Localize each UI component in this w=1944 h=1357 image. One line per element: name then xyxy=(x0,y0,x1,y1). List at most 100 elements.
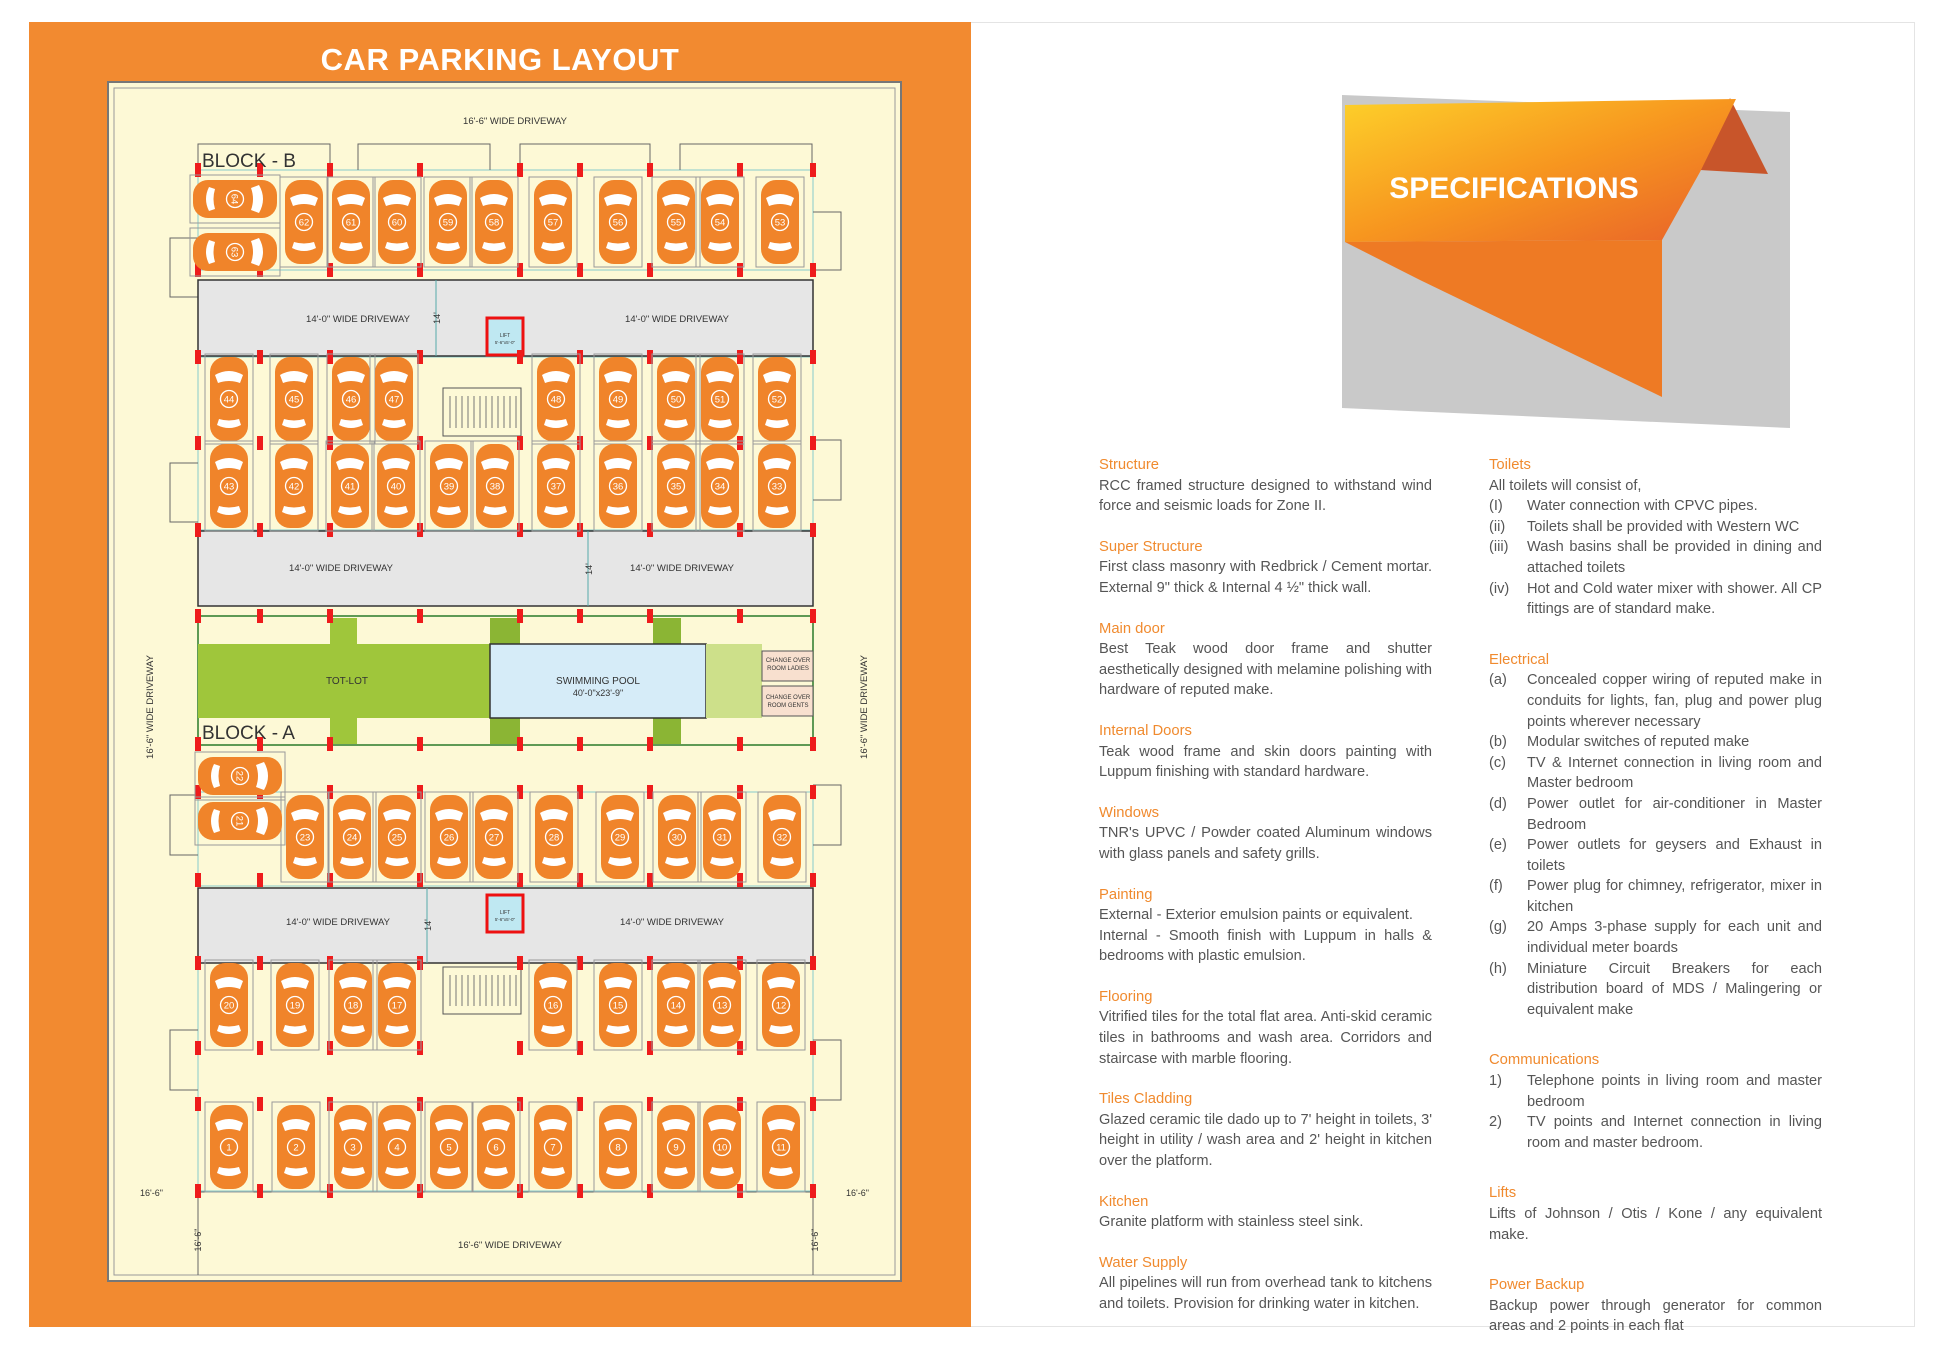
column-marker xyxy=(647,609,653,623)
slot-number: 27 xyxy=(489,833,500,844)
list-text: Telephone points in living room and mast… xyxy=(1527,1073,1822,1110)
slot-number: 14 xyxy=(671,1001,682,1012)
parking-slot-15: 15 xyxy=(593,959,643,1051)
slot-number: 55 xyxy=(671,218,682,229)
column-marker xyxy=(737,350,743,364)
column-marker xyxy=(195,523,201,537)
spec-section: Internal Doors Teak wood frame and skin d… xyxy=(1099,721,1432,783)
slot-number: 13 xyxy=(717,1001,728,1012)
parking-slot-20: 20 xyxy=(204,959,254,1051)
column-marker xyxy=(195,1097,201,1111)
column-marker xyxy=(327,163,333,177)
lift-b: LIFT 5'-6"x5'-0" xyxy=(485,316,525,357)
list-marker: (I) xyxy=(1489,498,1503,515)
parking-slot-25: 25 xyxy=(372,791,422,883)
parking-slot-34: 34 xyxy=(695,440,745,532)
slot-number: 2 xyxy=(293,1143,298,1154)
slot-number: 34 xyxy=(715,482,726,493)
slot-number: 63 xyxy=(229,247,240,258)
slot-number: 4 xyxy=(394,1143,399,1154)
column-marker xyxy=(577,263,583,277)
column-marker xyxy=(517,737,523,751)
column-marker xyxy=(647,523,653,537)
parking-slot-27: 27 xyxy=(469,791,519,883)
column-marker xyxy=(647,163,653,177)
slot-number: 41 xyxy=(345,482,356,493)
list-marker: (f) xyxy=(1489,878,1503,895)
column-marker xyxy=(647,1097,653,1111)
slot-number: 16 xyxy=(548,1001,559,1012)
spec-section: Painting External - Exterior emulsion pai… xyxy=(1099,885,1432,967)
section-body: TNR's UPVC / Powder coated Aluminum wind… xyxy=(1099,825,1432,862)
dimension-label: 14' xyxy=(432,312,442,324)
spec-toilets: Toilets All toilets will consist of, (I)… xyxy=(1489,455,1822,620)
list-item: 2) TV points and Internet connection in l… xyxy=(1489,1112,1822,1153)
plan-title: CAR PARKING LAYOUT xyxy=(320,42,680,77)
column-marker xyxy=(417,1097,423,1111)
slot-number: 15 xyxy=(613,1001,624,1012)
dimension-label: 16'-6" xyxy=(193,1229,203,1252)
top-driveway-label: 16'-6" WIDE DRIVEWAY xyxy=(463,116,568,127)
list-marker: (h) xyxy=(1489,960,1507,977)
parking-slot-64: 64 xyxy=(189,174,281,224)
list-text: 20 Amps 3-phase supply for each unit and… xyxy=(1527,919,1822,957)
slot-number: 24 xyxy=(347,833,358,844)
parking-slot-19: 19 xyxy=(270,959,320,1051)
slot-number: 23 xyxy=(300,833,311,844)
column-marker xyxy=(327,609,333,623)
parking-slot-35: 35 xyxy=(651,440,701,532)
driveway-label: 14'-0" WIDE DRIVEWAY xyxy=(630,563,735,574)
parking-slot-31: 31 xyxy=(697,791,747,883)
section-heading: Tiles Cladding xyxy=(1099,1091,1193,1108)
swimming-pool xyxy=(489,643,707,719)
parking-slot-53: 53 xyxy=(755,176,805,268)
slot-number: 26 xyxy=(444,833,455,844)
column-marker xyxy=(195,1184,201,1198)
column-marker xyxy=(257,1097,263,1111)
specifications-banner: SPECIFICATIONS xyxy=(1342,95,1790,428)
column-marker xyxy=(810,1041,816,1055)
column-marker xyxy=(327,737,333,751)
column-marker xyxy=(647,1041,653,1055)
slot-number: 57 xyxy=(548,218,559,229)
slot-number: 1 xyxy=(226,1143,231,1154)
slot-number: 44 xyxy=(224,395,235,406)
slot-number: 62 xyxy=(299,218,310,229)
column-marker xyxy=(810,1097,816,1111)
parking-slot-21: 21 xyxy=(194,796,286,846)
slot-number: 64 xyxy=(229,194,240,205)
section-heading: Power Backup xyxy=(1489,1277,1585,1294)
slot-number: 59 xyxy=(443,218,454,229)
staircase-icon xyxy=(442,387,522,1015)
slot-number: 39 xyxy=(444,482,455,493)
driveway-label: 14'-0" WIDE DRIVEWAY xyxy=(286,917,391,928)
parking-slot-54: 54 xyxy=(695,176,745,268)
column-marker xyxy=(417,1184,423,1198)
spec-power-backup: Power Backup Backup power through genera… xyxy=(1489,1275,1822,1337)
column-marker xyxy=(810,737,816,751)
parking-slot-28: 28 xyxy=(529,791,579,883)
slot-number: 61 xyxy=(346,218,357,229)
list-text: Toilets shall be provided with Western W… xyxy=(1527,518,1800,535)
column-marker xyxy=(517,263,523,277)
column-marker xyxy=(257,1041,263,1055)
spec-section: Windows TNR's UPVC / Powder coated Alumin… xyxy=(1099,803,1432,865)
column-marker xyxy=(577,609,583,623)
column-marker xyxy=(810,163,816,177)
column-marker xyxy=(647,785,653,799)
parking-slot-36: 36 xyxy=(593,440,643,532)
section-heading: Electrical xyxy=(1489,651,1550,668)
parking-slot-42: 42 xyxy=(269,440,319,532)
parking-slot-47: 47 xyxy=(369,353,419,445)
column-marker xyxy=(257,956,263,970)
bottom-driveway-label: 16'-6" WIDE DRIVEWAY xyxy=(458,1240,563,1251)
column-marker xyxy=(327,956,333,970)
slot-number: 7 xyxy=(550,1143,555,1154)
column-marker xyxy=(195,1041,201,1055)
column-marker xyxy=(647,737,653,751)
section-body: Backup power through generator for commo… xyxy=(1489,1297,1822,1335)
spec-section: Tiles Cladding Glazed ceramic tile dado u… xyxy=(1099,1089,1432,1171)
spec-section: Water Supply All pipelines will run from … xyxy=(1099,1253,1432,1315)
column-marker xyxy=(257,436,263,450)
spec-section: Main door Best Teak wood door frame and s… xyxy=(1099,619,1432,701)
